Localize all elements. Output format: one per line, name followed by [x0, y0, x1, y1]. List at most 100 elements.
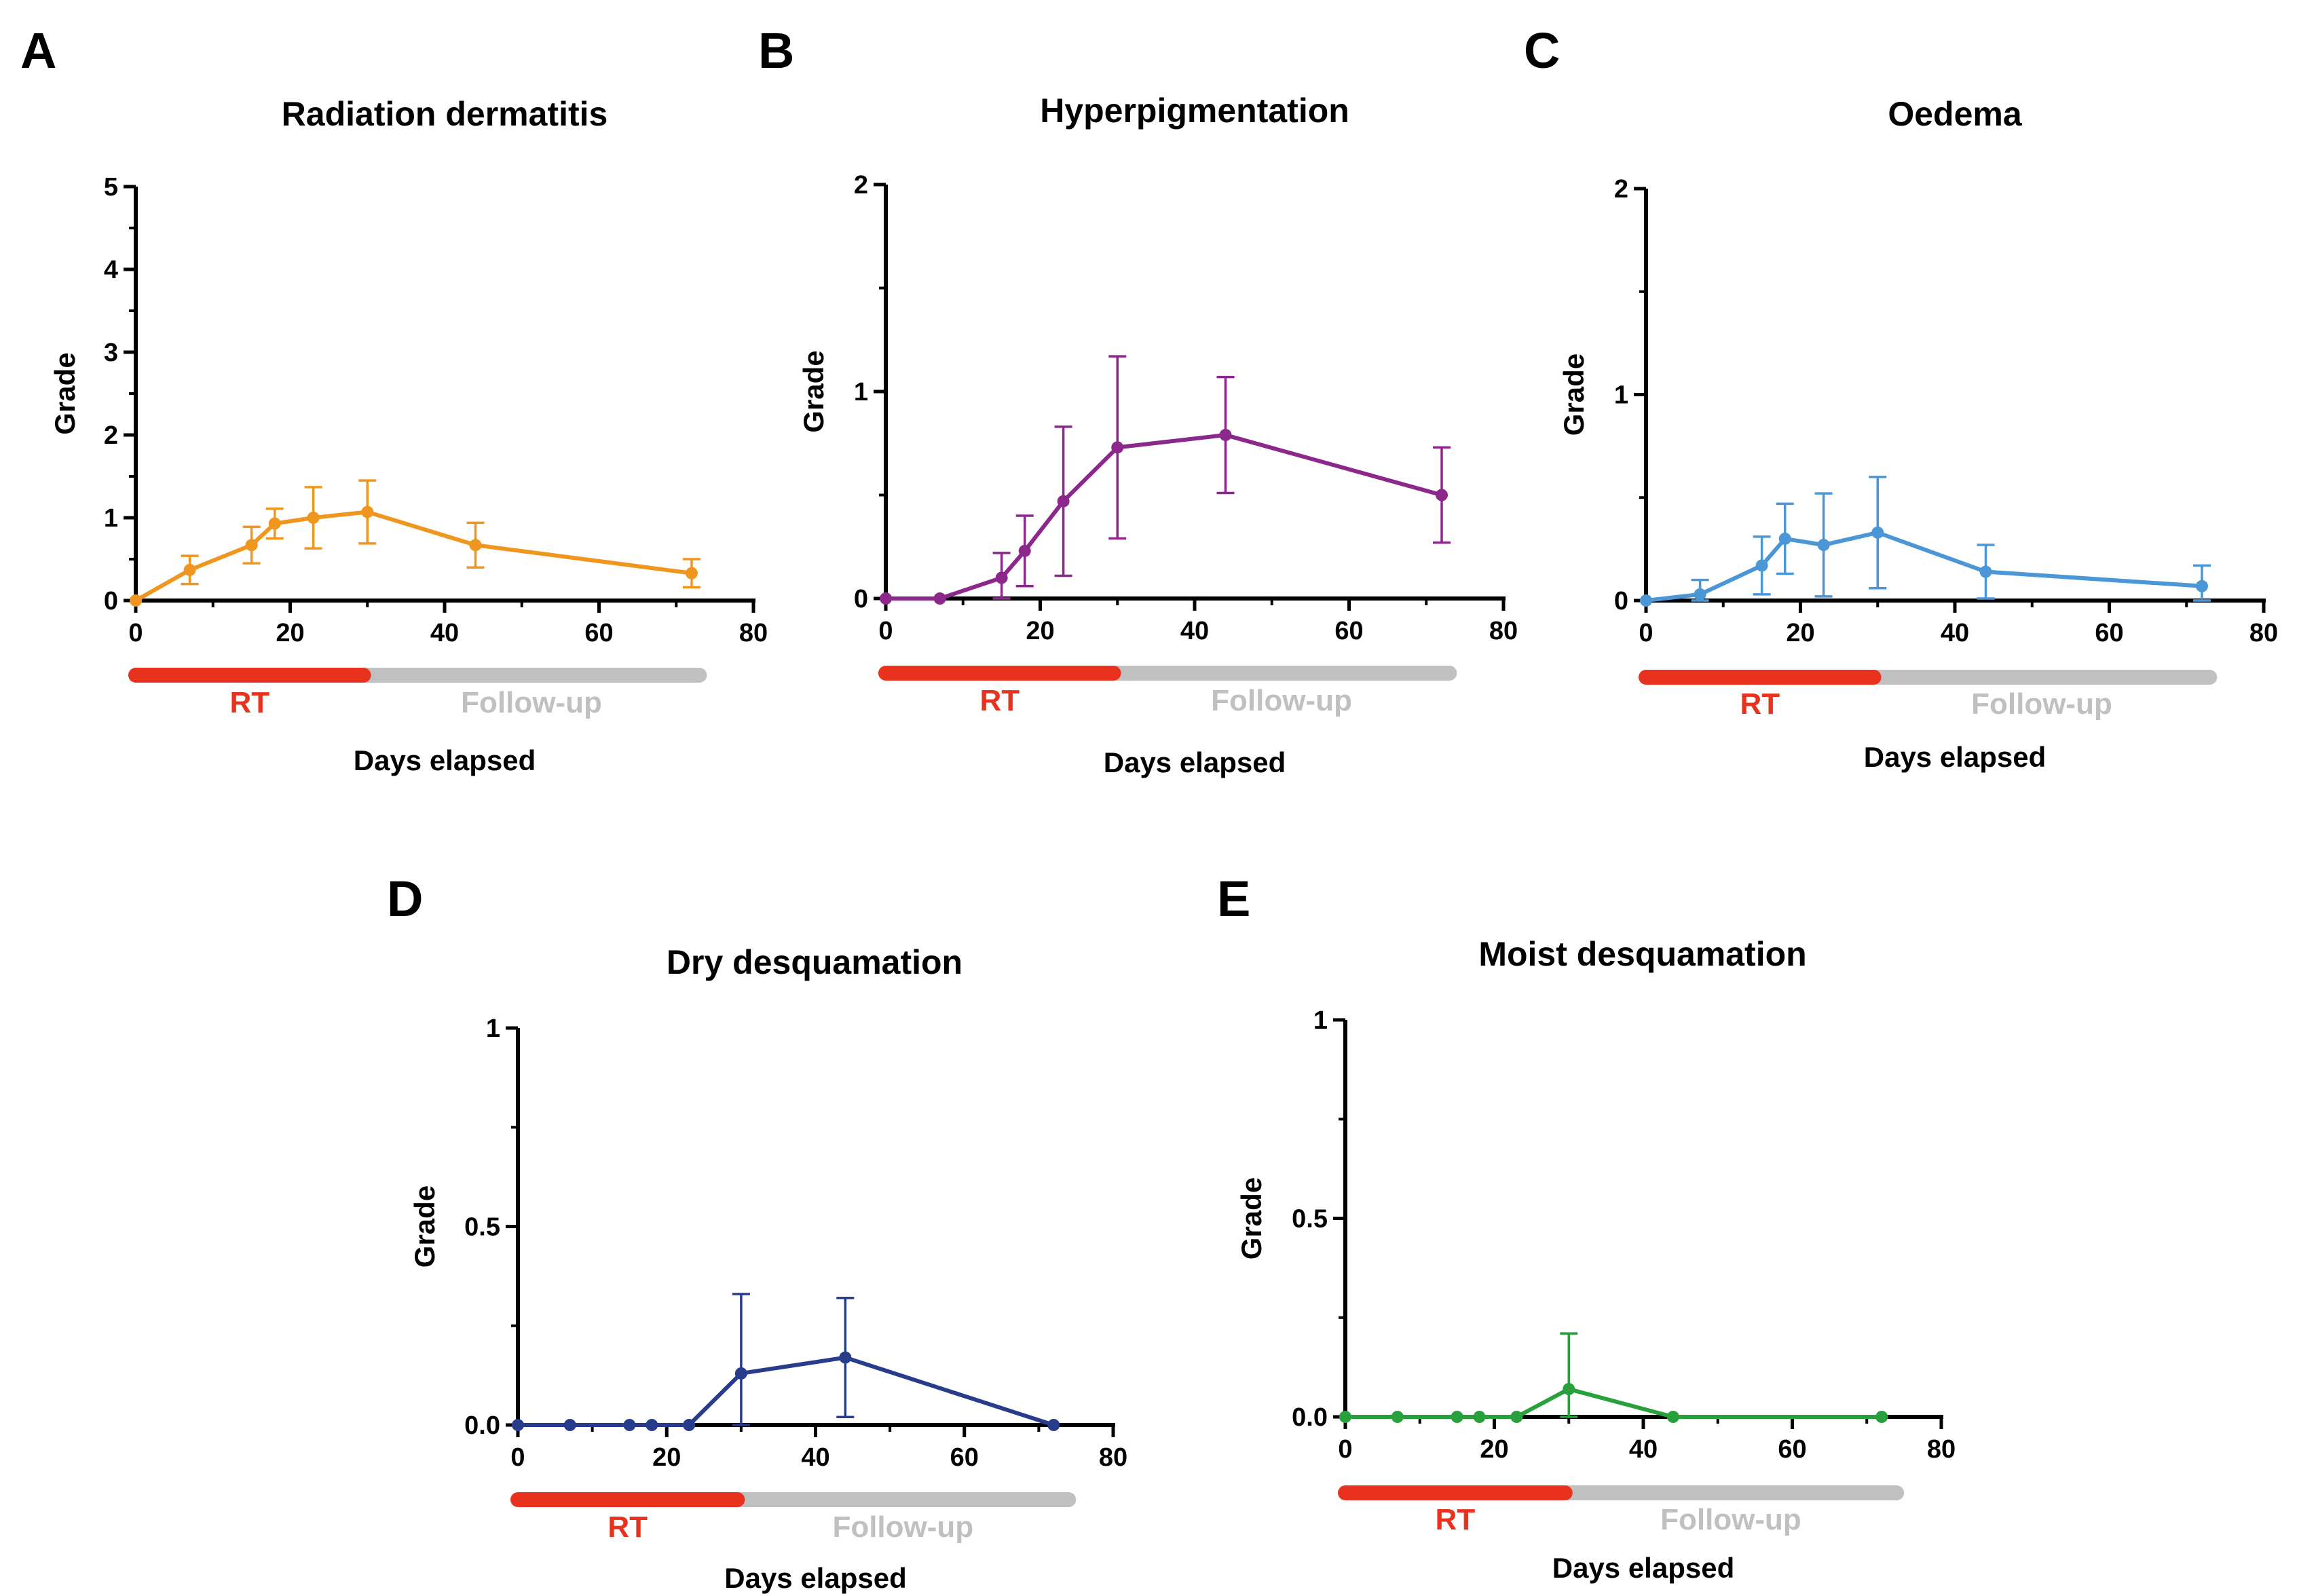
y-axis-label: Grade — [1235, 1177, 1267, 1259]
data-point[interactable] — [1778, 532, 1791, 545]
data-point[interactable] — [183, 563, 196, 576]
data-point[interactable] — [1694, 588, 1706, 601]
y-tick-label: 1 — [1614, 381, 1628, 410]
data-point[interactable] — [683, 1419, 696, 1431]
x-tick-label: 60 — [1778, 1435, 1806, 1464]
x-tick-label: 40 — [430, 619, 459, 647]
y-tick-label: 0 — [1614, 587, 1628, 615]
y-axis-label: Grade — [49, 352, 81, 434]
y-tick-label: 2 — [1614, 175, 1628, 204]
x-tick-label: 40 — [1629, 1435, 1658, 1464]
data-point[interactable] — [1871, 526, 1884, 539]
followup-phase-label: Follow-up — [1660, 1503, 1801, 1536]
x-tick-label: 80 — [1927, 1435, 1956, 1464]
data-point[interactable] — [1391, 1411, 1404, 1423]
followup-phase-label: Follow-up — [461, 686, 602, 719]
data-point[interactable] — [646, 1419, 658, 1431]
series-line — [886, 433, 1442, 601]
y-axis-label: Grade — [409, 1185, 441, 1268]
rt-phase-label: RT — [1436, 1503, 1476, 1536]
data-point[interactable] — [1755, 559, 1768, 572]
panel-a: A Radiation dermatitis 0 1 2 3 4 5 0 20 40 60 80 Grad… — [20, 22, 768, 776]
data-point[interactable] — [307, 512, 320, 524]
chart-title: Oedema — [1888, 95, 2023, 133]
chart-title: Dry desquamation — [667, 943, 962, 981]
x-tick-label: 0 — [1639, 619, 1653, 647]
y-tick-label: 1 — [1313, 1006, 1328, 1035]
series-line — [1645, 530, 2203, 603]
data-point[interactable] — [686, 567, 698, 580]
x-tick-label: 0 — [128, 619, 143, 647]
rt-phase-label: RT — [608, 1510, 648, 1544]
panel-d: D Dry desquamation 0.0 0.5 1 0 20 40 60 80 Grade RT… — [387, 871, 1127, 1594]
data-point[interactable] — [1875, 1411, 1888, 1423]
x-tick-label: 60 — [1334, 617, 1363, 645]
x-axis-label: Days elapsed — [354, 744, 536, 776]
data-point[interactable] — [1979, 565, 1992, 578]
data-point[interactable] — [469, 539, 482, 552]
data-point[interactable] — [512, 1419, 524, 1431]
data-point[interactable] — [1563, 1383, 1575, 1396]
data-point[interactable] — [1111, 441, 1124, 454]
y-tick-label: 0.5 — [1292, 1205, 1328, 1234]
panel-letter: C — [1524, 22, 1560, 79]
data-point[interactable] — [1057, 495, 1070, 508]
y-axis-label: Grade — [1558, 354, 1590, 436]
x-tick-label: 80 — [739, 619, 768, 647]
x-tick-label: 40 — [1941, 619, 1969, 647]
followup-phase-label: Follow-up — [1211, 684, 1352, 717]
x-tick-label: 80 — [1489, 617, 1518, 645]
data-point[interactable] — [1510, 1411, 1523, 1423]
data-point[interactable] — [1219, 429, 1232, 442]
x-tick-label: 80 — [2249, 619, 2278, 647]
data-point[interactable] — [245, 539, 258, 552]
data-point[interactable] — [1451, 1411, 1463, 1423]
panel-letter: D — [387, 871, 423, 927]
data-point[interactable] — [1018, 544, 1031, 557]
data-point[interactable] — [268, 517, 281, 530]
data-point[interactable] — [2196, 580, 2208, 592]
data-point[interactable] — [839, 1351, 852, 1364]
y-tick-label: 1 — [104, 504, 118, 533]
data-point[interactable] — [1473, 1411, 1486, 1423]
data-point[interactable] — [361, 506, 374, 518]
y-tick-label: 0.0 — [464, 1411, 500, 1440]
x-tick-label: 0 — [510, 1443, 525, 1472]
data-point[interactable] — [734, 1367, 747, 1380]
y-tick-label: 0 — [104, 587, 118, 615]
x-tick-label: 0 — [878, 617, 893, 645]
x-tick-label: 20 — [1786, 619, 1814, 647]
chart-title: Radiation dermatitis — [282, 95, 608, 133]
data-point[interactable] — [880, 592, 892, 605]
x-tick-label: 20 — [276, 619, 304, 647]
x-tick-label: 60 — [584, 619, 613, 647]
data-point[interactable] — [623, 1419, 636, 1431]
data-point[interactable] — [563, 1419, 576, 1431]
panel-letter: A — [20, 22, 56, 79]
rt-phase-label: RT — [1740, 687, 1780, 721]
data-point[interactable] — [1640, 594, 1652, 607]
data-point[interactable] — [130, 594, 142, 607]
chart-title: Moist desquamation — [1478, 935, 1806, 973]
y-tick-label: 4 — [104, 256, 118, 284]
data-point[interactable] — [1666, 1411, 1679, 1423]
data-point[interactable] — [933, 592, 946, 605]
data-point[interactable] — [995, 571, 1008, 584]
data-point[interactable] — [1047, 1419, 1060, 1431]
series-line — [1345, 1387, 1882, 1419]
x-tick-label: 40 — [801, 1443, 829, 1472]
rt-phase-label: RT — [979, 684, 1020, 717]
data-point[interactable] — [1817, 539, 1830, 552]
followup-phase-label: Follow-up — [1971, 687, 2112, 721]
x-tick-label: 20 — [1480, 1435, 1508, 1464]
data-point[interactable] — [1339, 1411, 1351, 1423]
x-axis-label: Days elapsed — [1104, 746, 1286, 778]
x-tick-label: 80 — [1099, 1443, 1127, 1472]
data-point[interactable] — [1436, 489, 1448, 501]
x-axis-label: Days elapsed — [1552, 1552, 1735, 1584]
y-tick-label: 0.0 — [1292, 1403, 1328, 1432]
y-tick-label: 0 — [854, 585, 868, 613]
panel-e: E Moist desquamation 0.0 0.5 1 0 20 40 60 80 Grade… — [1217, 871, 1956, 1584]
